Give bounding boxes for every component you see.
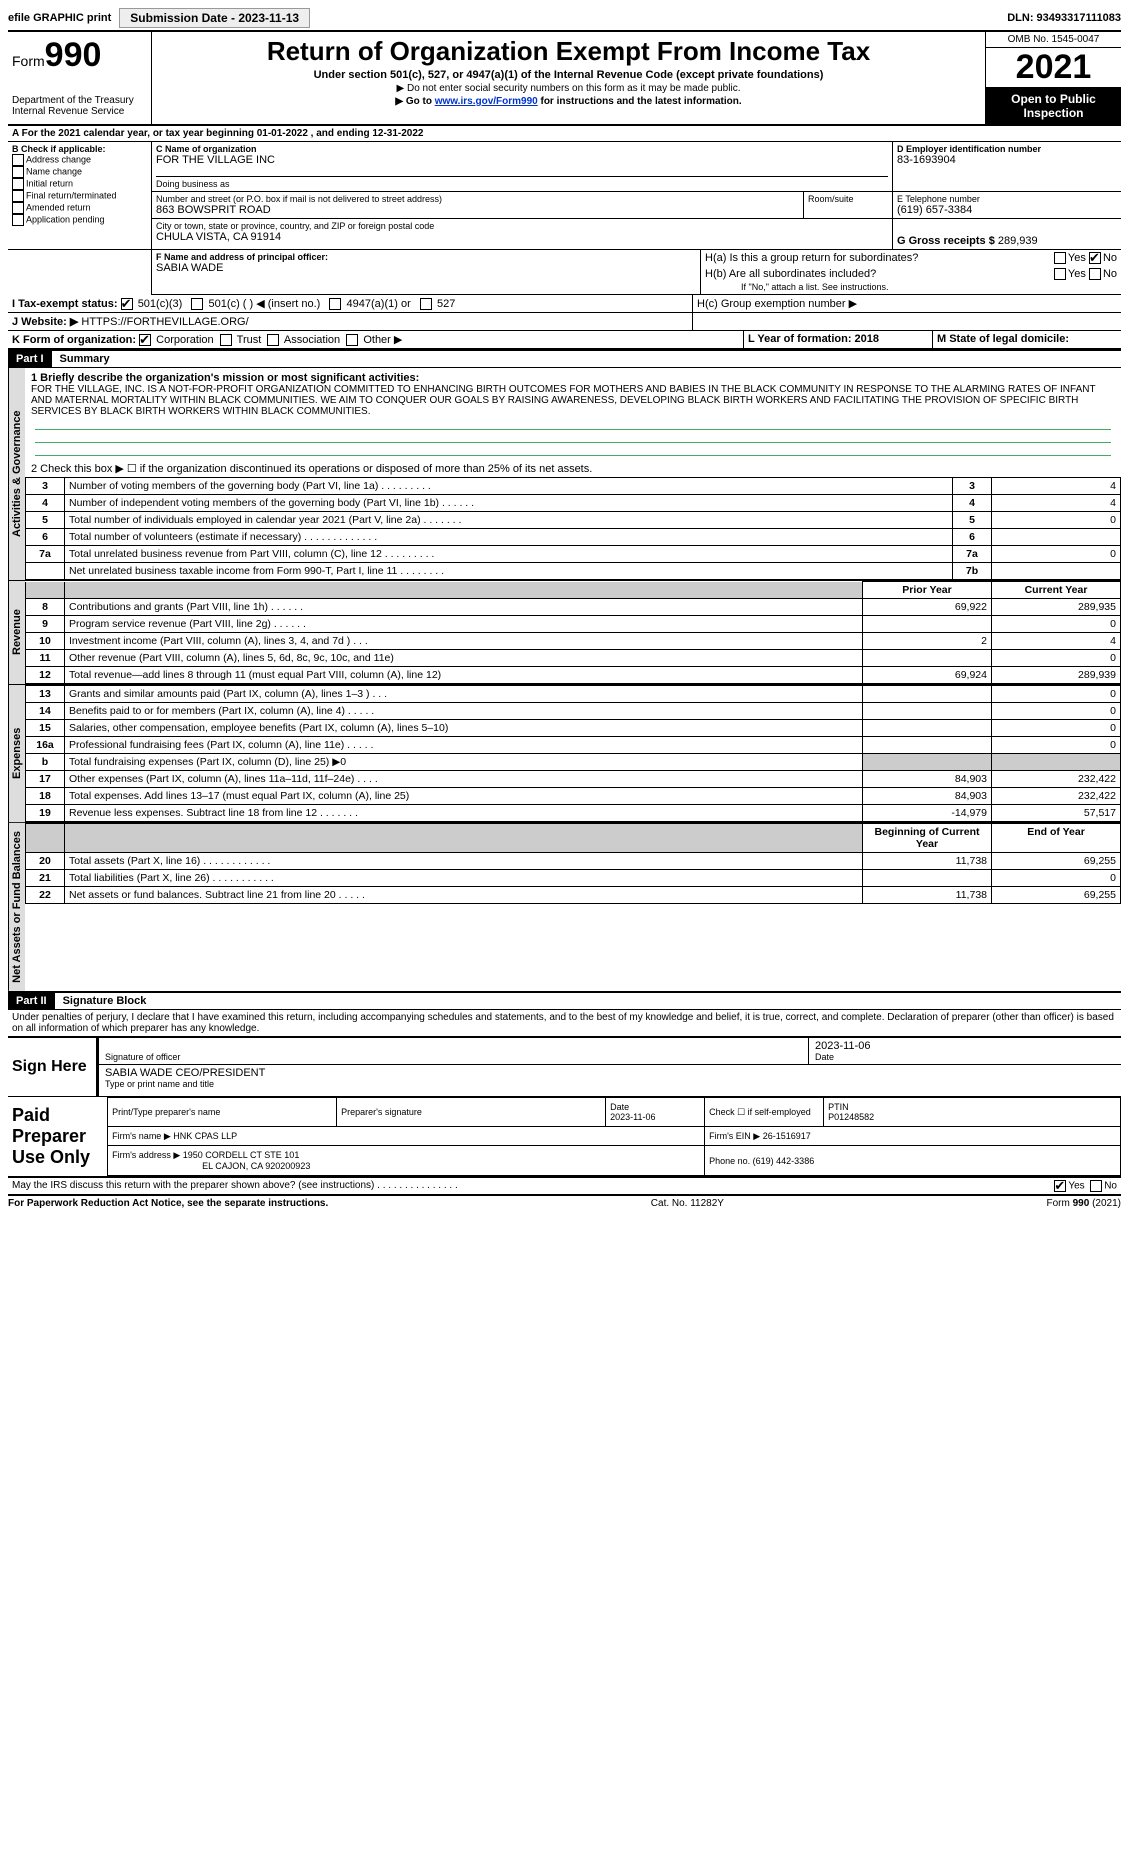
checkbox-ha-no[interactable] — [1089, 252, 1101, 264]
checkbox-discuss-no[interactable] — [1090, 1180, 1102, 1192]
dln-label: DLN: 93493317111083 — [1007, 12, 1121, 24]
tab-governance: Activities & Governance — [8, 368, 25, 580]
telephone: (619) 657-3384 — [897, 204, 1117, 216]
tab-net-assets: Net Assets or Fund Balances — [8, 823, 25, 991]
may-irs-discuss: May the IRS discuss this return with the… — [8, 1178, 1121, 1196]
checkbox-501c[interactable] — [191, 298, 203, 310]
entity-block: B Check if applicable: Address change Na… — [8, 142, 1121, 250]
form-prefix: Form — [12, 53, 45, 69]
irs-link[interactable]: www.irs.gov/Form990 — [435, 96, 538, 107]
firm-addr1: 1950 CORDELL CT STE 101 — [183, 1150, 300, 1160]
perjury-declaration: Under penalties of perjury, I declare th… — [8, 1010, 1121, 1036]
header-left: Form990 Department of the Treasury Inter… — [8, 32, 152, 124]
preparer-block: Paid Preparer Use Only Print/Type prepar… — [8, 1097, 1121, 1178]
year-formation: L Year of formation: 2018 — [748, 333, 879, 345]
note-link: ▶ Go to www.irs.gov/Form990 for instruct… — [160, 96, 977, 107]
state-domicile: M State of legal domicile: — [937, 333, 1069, 345]
sign-here-label: Sign Here — [8, 1038, 96, 1096]
checkbox-ha-yes[interactable] — [1054, 252, 1066, 264]
sign-block: Sign Here Signature of officer 2023-11-0… — [8, 1036, 1121, 1097]
mission-label: 1 Briefly describe the organization's mi… — [31, 372, 1115, 384]
ptin: P01248582 — [828, 1112, 874, 1122]
irs-label: Internal Revenue Service — [12, 106, 147, 117]
website: HTTPS://FORTHEVILLAGE.ORG/ — [81, 316, 248, 328]
checkbox-initial-return[interactable] — [12, 178, 24, 190]
open-public-badge: Open to Public Inspection — [986, 88, 1121, 124]
form-number: 990 — [45, 36, 102, 74]
fh-block: F Name and address of principal officer:… — [8, 250, 1121, 295]
principal-officer: SABIA WADE — [156, 262, 696, 274]
block-c: C Name of organization FOR THE VILLAGE I… — [152, 142, 1121, 250]
tab-revenue: Revenue — [8, 581, 25, 684]
checkbox-final-return[interactable] — [12, 190, 24, 202]
header-mid: Return of Organization Exempt From Incom… — [152, 32, 985, 124]
header-right: OMB No. 1545-0047 2021 Open to Public In… — [985, 32, 1121, 124]
part2-header: Part II Signature Block — [8, 992, 1121, 1010]
line-2: 2 Check this box ▶ ☐ if the organization… — [25, 460, 1121, 477]
revenue-table: Prior YearCurrent Year 8Contributions an… — [25, 581, 1121, 684]
efile-label: efile GRAPHIC print — [8, 12, 111, 24]
firm-addr2: EL CAJON, CA 920200923 — [202, 1161, 310, 1171]
ein: 83-1693904 — [897, 154, 1117, 166]
sign-date: 2023-11-06 — [815, 1040, 1115, 1052]
expenses-table: 13Grants and similar amounts paid (Part … — [25, 685, 1121, 822]
preparer-label: Paid Preparer Use Only — [8, 1097, 107, 1176]
part1-header: Part I Summary — [8, 350, 1121, 368]
checkbox-corporation[interactable] — [139, 334, 151, 346]
firm-phone: (619) 442-3386 — [753, 1156, 815, 1166]
form-subtitle: Under section 501(c), 527, or 4947(a)(1)… — [160, 69, 977, 81]
gross-receipts: 289,939 — [998, 235, 1038, 247]
checkbox-application-pending[interactable] — [12, 214, 24, 226]
checkbox-discuss-yes[interactable] — [1054, 1180, 1066, 1192]
street-address: 863 BOWSPRIT ROAD — [156, 204, 799, 216]
note-ssn: ▶ Do not enter social security numbers o… — [160, 83, 977, 94]
firm-name: HNK CPAS LLP — [173, 1131, 237, 1141]
hc-label: H(c) Group exemption number ▶ — [693, 295, 1121, 313]
checkbox-4947[interactable] — [329, 298, 341, 310]
tab-expenses: Expenses — [8, 685, 25, 822]
governance-table: 3Number of voting members of the governi… — [25, 477, 1121, 580]
checkbox-hb-yes[interactable] — [1054, 268, 1066, 280]
checkbox-trust[interactable] — [220, 334, 232, 346]
form-header: Form990 Department of the Treasury Inter… — [8, 32, 1121, 126]
checkbox-association[interactable] — [267, 334, 279, 346]
firm-ein: 26-1516917 — [763, 1131, 811, 1141]
top-bar: efile GRAPHIC print Submission Date - 20… — [8, 8, 1121, 32]
page-footer: For Paperwork Reduction Act Notice, see … — [8, 1198, 1121, 1209]
dept-label: Department of the Treasury — [12, 95, 147, 106]
checkbox-address-change[interactable] — [12, 154, 24, 166]
prep-date: 2023-11-06 — [610, 1112, 655, 1122]
net-assets-table: Beginning of Current YearEnd of Year 20T… — [25, 823, 1121, 904]
submission-date-button[interactable]: Submission Date - 2023-11-13 — [119, 8, 310, 28]
period-line: A For the 2021 calendar year, or tax yea… — [8, 126, 1121, 142]
checkbox-amended[interactable] — [12, 202, 24, 214]
checkbox-527[interactable] — [420, 298, 432, 310]
checkbox-501c3[interactable] — [121, 298, 133, 310]
form-title: Return of Organization Exempt From Incom… — [160, 36, 977, 67]
city-state-zip: CHULA VISTA, CA 91914 — [156, 231, 888, 243]
checkbox-other[interactable] — [346, 334, 358, 346]
org-name: FOR THE VILLAGE INC — [156, 154, 888, 166]
officer-name: SABIA WADE CEO/PRESIDENT — [105, 1067, 1115, 1079]
checkbox-name-change[interactable] — [12, 166, 24, 178]
tax-year: 2021 — [986, 48, 1121, 88]
checkbox-hb-no[interactable] — [1089, 268, 1101, 280]
block-b: B Check if applicable: Address change Na… — [8, 142, 152, 250]
omb-number: OMB No. 1545-0047 — [986, 32, 1121, 48]
mission-text: FOR THE VILLAGE, INC. IS A NOT-FOR-PROFI… — [31, 384, 1115, 417]
